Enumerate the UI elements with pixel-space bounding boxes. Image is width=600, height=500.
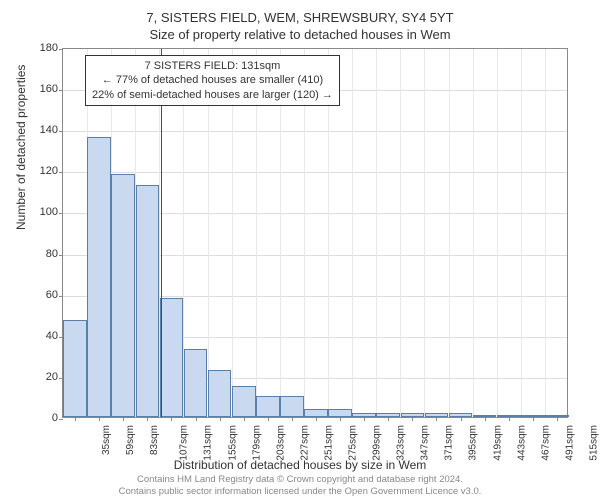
y-tick-label: 20 [28, 371, 58, 383]
callout-line3: 22% of semi-detached houses are larger (… [92, 88, 333, 102]
x-tick-label: 203sqm [275, 425, 286, 461]
x-tick-mark [509, 417, 510, 421]
y-tick-mark [59, 419, 63, 420]
x-tick-label: 131sqm [203, 425, 214, 461]
x-tick-label: 155sqm [227, 425, 238, 461]
x-tick-mark [220, 417, 221, 421]
x-tick-label: 443sqm [516, 425, 527, 461]
histogram-bar [256, 396, 280, 417]
gridline-v [376, 49, 377, 417]
callout-line2: ← 77% of detached houses are smaller (41… [92, 73, 333, 87]
gridline-v [424, 49, 425, 417]
y-tick-mark [59, 255, 63, 256]
histogram-bar [184, 349, 208, 417]
x-tick-label: 467sqm [540, 425, 551, 461]
histogram-bar [304, 409, 328, 417]
y-tick-mark [59, 90, 63, 91]
chart-title-main: 7, SISTERS FIELD, WEM, SHREWSBURY, SY4 5… [0, 0, 600, 25]
y-tick-label: 80 [28, 248, 58, 260]
gridline-v [497, 49, 498, 417]
x-tick-label: 107sqm [179, 425, 190, 461]
x-tick-mark [268, 417, 269, 421]
x-tick-mark [340, 417, 341, 421]
y-tick-label: 140 [28, 124, 58, 136]
x-tick-mark [364, 417, 365, 421]
x-tick-label: 83sqm [149, 425, 160, 455]
x-tick-label: 419sqm [492, 425, 503, 461]
histogram-bar [63, 320, 87, 417]
y-axis-label: Number of detached properties [14, 65, 28, 230]
histogram-bar [328, 409, 352, 417]
gridline-v [545, 49, 546, 417]
histogram-bar [208, 370, 232, 417]
histogram-bar [280, 396, 304, 417]
x-tick-mark [171, 417, 172, 421]
histogram-bar [160, 298, 184, 417]
gridline-v [449, 49, 450, 417]
x-tick-mark [292, 417, 293, 421]
x-tick-label: 35sqm [101, 425, 112, 455]
x-tick-label: 371sqm [444, 425, 455, 461]
x-tick-label: 395sqm [468, 425, 479, 461]
footer-attribution: Contains HM Land Registry data © Crown c… [0, 474, 600, 497]
x-tick-label: 251sqm [323, 425, 334, 461]
gridline-v [352, 49, 353, 417]
callout-line1: 7 SISTERS FIELD: 131sqm [92, 59, 333, 73]
x-tick-mark [461, 417, 462, 421]
x-tick-mark [75, 417, 76, 421]
footer-line1: Contains HM Land Registry data © Crown c… [0, 474, 600, 485]
histogram-bar [87, 137, 111, 417]
footer-line2: Contains public sector information licen… [0, 486, 600, 497]
histogram-bar [111, 174, 135, 417]
x-tick-label: 347sqm [420, 425, 431, 461]
y-tick-mark [59, 172, 63, 173]
x-tick-mark [557, 417, 558, 421]
gridline-v [400, 49, 401, 417]
y-tick-label: 120 [28, 165, 58, 177]
x-tick-mark [99, 417, 100, 421]
y-tick-mark [59, 131, 63, 132]
x-tick-mark [436, 417, 437, 421]
gridline-h [63, 131, 567, 132]
y-tick-label: 100 [28, 206, 58, 218]
y-tick-mark [59, 213, 63, 214]
y-tick-mark [59, 296, 63, 297]
gridline-v [473, 49, 474, 417]
histogram-bar [232, 386, 256, 417]
x-tick-label: 227sqm [299, 425, 310, 461]
x-tick-mark [123, 417, 124, 421]
x-tick-label: 515sqm [589, 425, 600, 461]
y-tick-label: 60 [28, 289, 58, 301]
x-tick-label: 275sqm [348, 425, 359, 461]
x-tick-mark [412, 417, 413, 421]
x-tick-label: 59sqm [125, 425, 136, 455]
gridline-h [63, 172, 567, 173]
x-tick-mark [244, 417, 245, 421]
plot-area: 7 SISTERS FIELD: 131sqm ← 77% of detache… [62, 48, 568, 418]
x-tick-label: 299sqm [372, 425, 383, 461]
x-tick-label: 179sqm [251, 425, 262, 461]
histogram-bar [136, 185, 160, 417]
y-tick-mark [59, 49, 63, 50]
x-tick-mark [533, 417, 534, 421]
gridline-v [521, 49, 522, 417]
callout-annotation: 7 SISTERS FIELD: 131sqm ← 77% of detache… [85, 55, 340, 106]
y-tick-label: 0 [28, 412, 58, 424]
y-tick-label: 40 [28, 330, 58, 342]
x-tick-mark [485, 417, 486, 421]
x-tick-mark [147, 417, 148, 421]
x-tick-mark [388, 417, 389, 421]
y-tick-label: 160 [28, 83, 58, 95]
x-tick-label: 491sqm [564, 425, 575, 461]
x-tick-mark [316, 417, 317, 421]
chart-title-sub: Size of property relative to detached ho… [0, 25, 600, 42]
y-tick-label: 180 [28, 42, 58, 54]
x-tick-mark [196, 417, 197, 421]
x-tick-label: 323sqm [396, 425, 407, 461]
